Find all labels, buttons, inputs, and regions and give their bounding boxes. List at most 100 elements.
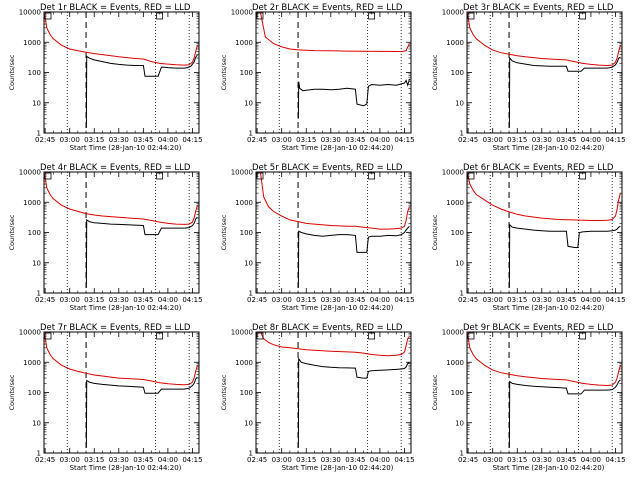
x-tick-label: 02:45 [458,456,478,464]
panel-title: Det 5r BLACK = Events, RED = LLD [252,163,403,173]
y-tick-label: 1 [249,290,253,298]
y-tick-label: 100 [28,229,41,237]
y-tick-label: 1 [460,290,464,298]
x-tick-label: 04:15 [182,456,202,464]
corner-box-right [156,172,164,180]
x-tick-label: 03:30 [321,456,341,464]
x-tick-label: 04:15 [605,456,625,464]
x-tick-label: 04:15 [605,296,625,304]
y-tick-label: 10000 [19,9,41,17]
series-line-lld [44,172,198,225]
corner-box-left [44,12,52,20]
y-tick-label: 1 [249,130,253,138]
x-tick-label: 03:00 [60,296,80,304]
panel-title: Det 7r BLACK = Events, RED = LLD [40,323,191,333]
y-tick-label: 10000 [442,9,464,17]
corner-box-left [256,12,264,20]
series-line-lld [259,12,410,53]
y-tick-label: 100 [240,389,253,397]
x-tick-label: 03:45 [345,296,365,304]
corner-box-right [156,12,164,20]
x-tick-label: 04:15 [394,136,414,144]
y-tick-label: 10 [32,419,41,427]
y-tick-label: 10 [455,259,464,267]
y-axis-label: Counts/sec [220,54,228,90]
x-tick-label: 03:45 [556,296,576,304]
x-tick-label: 04:00 [158,456,178,464]
x-tick-label: 03:15 [84,136,104,144]
x-tick-label: 04:15 [182,296,202,304]
x-tick-label: 04:15 [605,136,625,144]
detector-panel-8: Det 8r BLACK = Events, RED = LLD 1 10 100 10… [220,323,415,472]
y-tick-label: 10 [455,99,464,107]
series-line-events [297,357,410,448]
x-tick-label: 02:45 [458,136,478,144]
panel-title: Det 3r BLACK = Events, RED = LLD [463,3,614,13]
x-tick-label: 03:15 [84,456,104,464]
x-tick-label: 03:00 [483,136,503,144]
x-tick-label: 02:45 [35,296,55,304]
y-tick-label: 100 [28,69,41,77]
detector-panel-3: Det 3r BLACK = Events, RED = LLD 1 10 100 10… [431,3,626,152]
x-tick-label: 03:45 [556,136,576,144]
x-axis-label: Start Time (28-Jan-10 02:44:20) [282,144,394,152]
y-tick-label: 1 [37,450,41,458]
x-tick-label: 03:15 [296,456,316,464]
corner-box-right [156,332,164,340]
y-tick-label: 10 [244,259,253,267]
x-tick-label: 03:45 [556,456,576,464]
corner-box-right [368,332,376,340]
panel-title: Det 8r BLACK = Events, RED = LLD [252,323,403,333]
y-tick-label: 10000 [19,169,41,177]
corner-box-right [579,12,587,20]
y-tick-label: 1000 [446,39,464,47]
x-tick-label: 04:00 [158,296,178,304]
y-axis-label: Counts/sec [431,374,439,410]
panel-title: Det 2r BLACK = Events, RED = LLD [252,3,403,13]
x-tick-label: 03:15 [84,296,104,304]
y-tick-label: 100 [451,389,464,397]
corner-box-right [579,172,587,180]
y-tick-label: 10000 [442,329,464,337]
y-tick-label: 10000 [19,329,41,337]
detector-panel-9: Det 9r BLACK = Events, RED = LLD 1 10 100 10… [431,323,626,472]
corner-box-left [256,332,264,340]
x-tick-label: 04:00 [370,136,390,144]
series-line-lld [259,332,410,357]
y-tick-label: 10000 [231,9,253,17]
x-tick-label: 04:00 [581,136,601,144]
x-tick-label: 03:30 [109,136,129,144]
y-axis-label: Counts/sec [220,374,228,410]
x-tick-label: 04:00 [370,296,390,304]
series-line-lld [44,12,198,66]
x-tick-label: 02:45 [247,136,267,144]
x-tick-label: 03:00 [272,456,292,464]
x-tick-label: 03:00 [272,136,292,144]
x-tick-label: 03:30 [532,136,552,144]
y-tick-label: 10 [244,419,253,427]
x-tick-label: 03:15 [507,296,527,304]
corner-box-left [44,172,52,180]
x-axis-label: Start Time (28-Jan-10 02:44:20) [70,304,182,312]
x-tick-label: 04:00 [581,296,601,304]
corner-box-right [579,332,587,340]
x-tick-label: 03:45 [133,456,153,464]
y-tick-label: 1 [460,130,464,138]
y-axis-label: Counts/sec [431,54,439,90]
y-tick-label: 100 [451,229,464,237]
series-line-events [85,376,198,448]
series-line-events [85,216,198,288]
y-tick-label: 100 [240,69,253,77]
x-tick-label: 02:45 [458,296,478,304]
x-tick-label: 03:15 [507,456,527,464]
y-tick-label: 1000 [23,359,41,367]
x-tick-label: 04:15 [394,296,414,304]
y-tick-label: 1000 [23,39,41,47]
x-tick-label: 03:15 [296,296,316,304]
x-axis-label: Start Time (28-Jan-10 02:44:20) [282,464,394,472]
y-tick-label: 10000 [442,169,464,177]
x-tick-label: 03:30 [109,456,129,464]
x-tick-label: 02:45 [247,456,267,464]
corner-box-left [256,172,264,180]
